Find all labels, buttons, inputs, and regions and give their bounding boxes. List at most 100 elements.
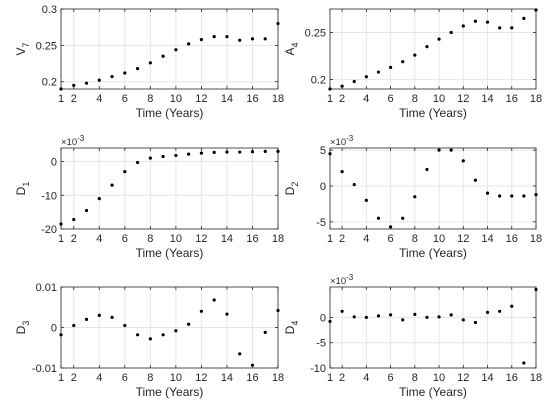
y-axis-multiplier: ×10-3: [330, 134, 354, 148]
data-point: [225, 150, 229, 154]
x-tick-label: 4: [96, 372, 102, 384]
y-tick-label: 0.25: [305, 28, 326, 40]
data-point: [84, 208, 89, 213]
data-point: [534, 287, 538, 292]
x-tick-label: 8: [147, 372, 153, 384]
data-point: [276, 21, 280, 26]
y-tick-label: -0.01: [32, 363, 57, 375]
y-axis-label: D3: [14, 321, 31, 335]
data-point: [97, 78, 101, 82]
y-axis-label: A4: [283, 42, 300, 55]
x-tick-label: 6: [122, 233, 128, 245]
axes-box: [329, 286, 537, 369]
x-tick-label: 10: [170, 93, 182, 105]
data-point: [263, 37, 267, 41]
x-tick-label: 12: [457, 93, 469, 105]
x-tick-label: 6: [388, 233, 394, 245]
data-point: [340, 309, 344, 313]
data-point: [276, 149, 280, 153]
data-point: [212, 298, 216, 302]
data-point: [413, 195, 417, 199]
x-tick-label: 14: [481, 372, 493, 384]
data-point: [352, 79, 356, 84]
x-tick-label: 16: [506, 233, 518, 245]
data-point: [212, 150, 216, 154]
y-tick-label: 0: [51, 157, 57, 169]
data-point: [352, 315, 356, 319]
data-point: [328, 87, 332, 91]
x-tick-label: 6: [388, 372, 394, 384]
y-tick-label: -5: [316, 338, 326, 350]
data-point: [485, 310, 490, 314]
data-point: [522, 194, 526, 198]
data-point: [328, 152, 332, 156]
x-tick-label: 8: [147, 233, 153, 245]
x-tick-label: 12: [195, 93, 207, 105]
data-point: [59, 87, 63, 91]
x-tick-label: 18: [272, 372, 284, 384]
data-point: [388, 65, 393, 69]
data-point: [110, 315, 114, 319]
axes-box: [329, 147, 537, 230]
data-point: [59, 222, 63, 226]
y-axis-label: D1: [14, 182, 31, 196]
data-point: [212, 35, 216, 39]
data-point: [437, 148, 441, 152]
data-point: [388, 225, 393, 229]
y-tick-label: 0: [320, 181, 326, 193]
x-axis-label: Time (Years): [136, 246, 204, 260]
x-tick-label: 12: [195, 233, 207, 245]
data-point: [148, 337, 152, 341]
data-point: [123, 170, 127, 174]
chart-panel-1: 1 2 4 6 8 10 12 14 16 18 0.2 0.25 0.3 Time (Years) V7: [14, 4, 284, 120]
x-tick-label: 1: [327, 372, 333, 384]
data-point: [388, 313, 393, 317]
x-tick-label: 16: [246, 233, 258, 245]
x-tick-label: 4: [363, 372, 369, 384]
axes-box: [329, 8, 537, 90]
data-point: [97, 313, 101, 317]
chart-panel-3: 1 2 4 6 8 10 12 14 16 18 -20 -10 0 ×10-3 Time (Years) D…: [14, 134, 284, 260]
data-point: [425, 45, 429, 49]
data-point: [401, 216, 405, 220]
data-point: [250, 363, 255, 367]
y-tick-label: 0.3: [42, 4, 57, 16]
x-tick-label: 16: [246, 372, 258, 384]
data-point: [376, 70, 381, 74]
x-tick-label: 6: [122, 93, 128, 105]
data-point: [522, 16, 526, 21]
data-point: [522, 361, 526, 365]
x-tick-label: 16: [506, 372, 518, 384]
data-point: [449, 30, 453, 35]
data-point: [473, 178, 478, 182]
data-point: [199, 151, 204, 155]
data-point: [148, 156, 152, 160]
x-tick-label: 10: [170, 372, 182, 384]
x-axis-label: Time (Years): [399, 106, 467, 120]
data-point: [187, 42, 191, 46]
x-tick-label: 18: [272, 93, 284, 105]
x-tick-label: 4: [363, 93, 369, 105]
data-point: [401, 60, 405, 64]
data-point: [161, 333, 165, 337]
data-point: [110, 75, 114, 79]
data-point: [135, 333, 140, 337]
x-tick-label: 10: [170, 233, 182, 245]
chart-panel-4: 1 2 4 6 8 10 12 14 16 18 -5 0 5 ×10-3 Time (Years) D2: [283, 134, 542, 260]
data-point: [84, 317, 89, 321]
x-tick-label: 16: [506, 93, 518, 105]
data-point: [161, 54, 165, 58]
data-point: [485, 191, 490, 195]
x-tick-label: 1: [327, 93, 333, 105]
axes-box: [60, 8, 279, 90]
data-point: [364, 75, 368, 79]
data-point: [473, 320, 478, 325]
data-point: [473, 19, 478, 23]
data-point: [437, 315, 441, 319]
data-point: [123, 323, 127, 328]
data-point: [72, 83, 76, 87]
x-tick-label: 14: [481, 93, 493, 105]
data-point: [250, 37, 255, 41]
data-point: [534, 192, 538, 197]
